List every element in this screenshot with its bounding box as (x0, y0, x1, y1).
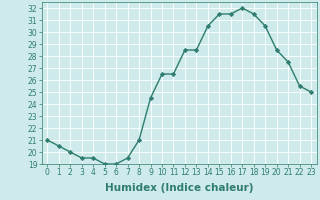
X-axis label: Humidex (Indice chaleur): Humidex (Indice chaleur) (105, 183, 253, 193)
